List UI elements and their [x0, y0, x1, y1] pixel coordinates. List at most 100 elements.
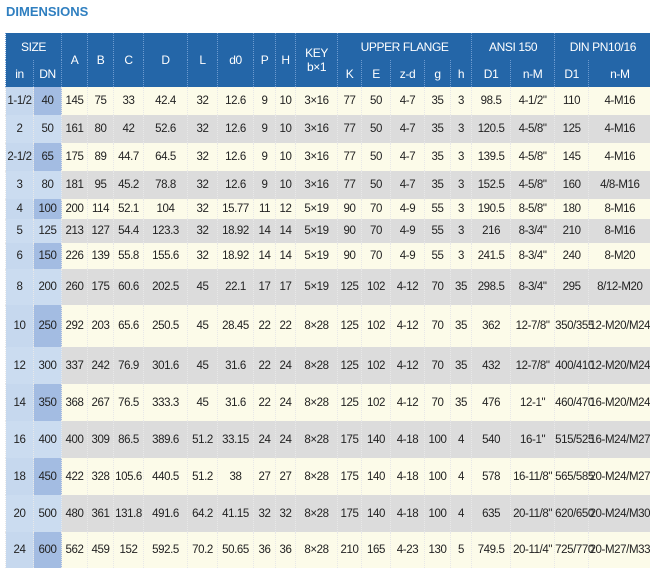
table-cell: 10 — [275, 115, 296, 143]
table-cell: 22 — [253, 384, 276, 421]
table-cell: 50.65 — [217, 532, 254, 568]
table-cell: 12-M20/M24 — [588, 305, 650, 347]
table-cell: 175 — [337, 421, 362, 458]
table-cell: 17 — [275, 269, 296, 305]
table-cell: 55 — [424, 243, 451, 269]
header-din-d1: D1 — [554, 60, 589, 87]
table-cell: 77 — [337, 87, 362, 115]
table-cell: 9 — [253, 171, 276, 199]
header-key-sub: b×1 — [306, 60, 327, 74]
table-cell: 5×19 — [295, 219, 338, 243]
table-cell: 55.8 — [113, 243, 144, 269]
header-key-label: KEY — [305, 46, 328, 60]
table-cell: 20-11/8" — [510, 495, 555, 532]
table-cell: 14 — [253, 243, 276, 269]
table-cell: 5×19 — [295, 199, 338, 219]
table-cell: 24 — [275, 347, 296, 384]
table-cell: 12.6 — [217, 171, 254, 199]
table-cell: 4 — [450, 495, 472, 532]
table-cell: 125 — [337, 305, 362, 347]
table-cell: 45 — [187, 347, 218, 384]
table-cell: 100 — [32, 199, 62, 219]
table-cell: 1-1/2 — [5, 87, 34, 115]
header-key: KEY b×1 — [295, 33, 338, 87]
table-cell: 52.6 — [143, 115, 188, 143]
table-cell: 64.5 — [143, 143, 188, 171]
table-cell: 350/355 — [554, 305, 594, 347]
table-cell: 11 — [253, 199, 276, 219]
table-cell: 16-M24/M27 — [588, 421, 650, 458]
table-cell: 51.2 — [187, 458, 218, 495]
table-row: 16 400 400 309 86.5 389.6 51.2 33.15 24 24 8×28 175… — [5, 421, 650, 458]
table-cell: 16-1" — [510, 421, 555, 458]
table-cell: 32 — [187, 219, 218, 243]
table-cell: 22.1 — [217, 269, 254, 305]
table-cell: 333.3 — [143, 384, 188, 421]
table-cell: 140 — [361, 421, 391, 458]
table-cell: 45 — [187, 269, 218, 305]
header-din: DIN PN10/16 — [554, 33, 650, 60]
table-cell: 14 — [275, 219, 296, 243]
table-cell: 125 — [337, 269, 362, 305]
table-cell: 309 — [87, 421, 114, 458]
table-cell: 3×16 — [295, 171, 338, 199]
header-d: D — [143, 33, 188, 87]
table-cell: 260 — [61, 269, 88, 305]
table-cell: 33.15 — [217, 421, 254, 458]
header-din-nm: n-M — [588, 60, 650, 87]
table-cell: 80 — [87, 115, 114, 143]
table-cell: 32 — [187, 199, 218, 219]
table-cell: 35 — [450, 305, 472, 347]
table-cell: 161 — [61, 115, 88, 143]
header-h-small: h — [450, 60, 472, 87]
table-cell: 145 — [61, 87, 88, 115]
table-cell: 70 — [424, 305, 451, 347]
table-cell: 20-M24/M30 — [588, 495, 650, 532]
table-cell: 298.5 — [471, 269, 511, 305]
table-cell: 32 — [275, 495, 296, 532]
table-cell: 3 — [450, 87, 472, 115]
header-zd: z-d — [390, 60, 425, 87]
table-cell: 139.5 — [471, 143, 511, 171]
table-cell: 20 — [5, 495, 34, 532]
table-cell: 70 — [361, 243, 391, 269]
table-cell: 20-11/4" — [510, 532, 555, 568]
table-cell: 89 — [87, 143, 114, 171]
header-l: L — [187, 33, 218, 87]
table-cell: 4-18 — [390, 421, 425, 458]
table-cell: 3 — [450, 199, 472, 219]
table-cell: 8×28 — [295, 347, 338, 384]
table-cell: 4-1/2" — [510, 87, 555, 115]
table-cell: 31.6 — [217, 347, 254, 384]
table-cell: 4-7 — [390, 171, 425, 199]
table-cell: 140 — [361, 458, 391, 495]
table-cell: 32 — [187, 243, 218, 269]
table-cell: 98.5 — [471, 87, 511, 115]
table-cell: 200 — [32, 269, 62, 305]
table-cell: 102 — [361, 269, 391, 305]
table-cell: 165 — [361, 532, 391, 568]
table-cell: 15.77 — [217, 199, 254, 219]
table-row: 20 500 480 361 131.8 491.6 64.2 41.15 32 32 8×28 17… — [5, 495, 650, 532]
table-cell: 12-M20/M24 — [588, 347, 650, 384]
table-cell: 78.8 — [143, 171, 188, 199]
table-cell: 578 — [471, 458, 511, 495]
table-cell: 24 — [253, 421, 276, 458]
table-cell: 16-11/8" — [510, 458, 555, 495]
table-cell: 8×28 — [295, 421, 338, 458]
table-cell: 32 — [187, 87, 218, 115]
table-cell: 8-M16 — [588, 219, 650, 243]
table-cell: 175 — [337, 495, 362, 532]
table-cell: 70 — [361, 199, 391, 219]
header-a: A — [61, 33, 88, 87]
table-cell: 292 — [61, 305, 88, 347]
table-cell: 50 — [361, 171, 391, 199]
table-cell: 35 — [424, 87, 451, 115]
table-cell: 42.4 — [143, 87, 188, 115]
table-cell: 104 — [143, 199, 188, 219]
table-cell: 432 — [471, 347, 511, 384]
table-cell: 105.6 — [113, 458, 144, 495]
table-cell: 32 — [187, 171, 218, 199]
table-cell: 42 — [113, 115, 144, 143]
table-cell: 8-3/4" — [510, 219, 555, 243]
